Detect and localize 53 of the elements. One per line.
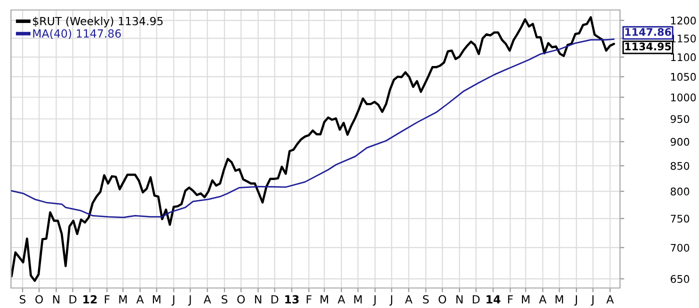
y-tick-label: 800: [670, 188, 690, 196]
y-tick-label: 700: [670, 244, 690, 252]
line-series: [11, 16, 616, 282]
x-tick-label: J: [188, 295, 191, 306]
x-tick-label: D: [472, 295, 480, 304]
x-tick-label: J: [172, 295, 174, 306]
x-tick-label: J: [372, 295, 376, 306]
line-series: [11, 38, 615, 218]
x-tick-label: A: [338, 295, 346, 304]
y-tick-label: 650: [670, 275, 690, 283]
x-tick-label: N: [255, 295, 262, 304]
x-tick-label: J: [590, 295, 594, 306]
x-tick-label: D: [271, 295, 278, 304]
x-tick-label: O: [438, 295, 446, 304]
x-tick-label: M: [119, 295, 127, 304]
y-tick-label: 1200: [671, 16, 696, 25]
x-tick-label: J: [574, 295, 577, 306]
x-tick-label: O: [35, 295, 43, 304]
y-tick-label: 1050: [671, 72, 696, 81]
x-tick-label: F: [104, 295, 110, 304]
x-tick-label: 14: [486, 295, 500, 304]
y-tick-label: 750: [670, 214, 690, 223]
x-tick-label: A: [539, 295, 546, 304]
annotation: 1134.95: [625, 42, 671, 50]
x-tick-label: N: [456, 295, 463, 304]
x-tick-label: S: [20, 295, 26, 304]
x-tick-label: F: [306, 295, 312, 304]
x-tick-label: A: [405, 295, 412, 304]
x-tick-label: M: [152, 295, 160, 304]
annotation: 1147.86: [625, 28, 672, 36]
y-tick-label: 950: [670, 115, 690, 123]
x-tick-label: S: [423, 295, 429, 304]
legend-label: $RUT (Weekly) 1134.95: [33, 16, 163, 28]
x-tick-label: J: [389, 295, 392, 306]
y-tick-label: 850: [670, 162, 690, 170]
x-tick-label: F: [508, 295, 513, 304]
x-tick-label: 13: [285, 295, 299, 304]
x-tick-label: 12: [83, 295, 97, 304]
x-tick-label: O: [237, 295, 245, 304]
y-tick-label: 1100: [671, 53, 696, 62]
y-tick-label: 1000: [671, 93, 696, 102]
x-tick-label: D: [70, 295, 76, 304]
x-tick-label: A: [606, 295, 614, 304]
x-tick-label: M: [522, 295, 530, 304]
x-tick-label: A: [136, 295, 144, 304]
x-tick-label: N: [53, 295, 60, 304]
x-tick-label: A: [204, 295, 212, 304]
legend-label: MA(40) 1147.86: [33, 29, 121, 39]
y-tick-label: 900: [670, 138, 690, 146]
x-tick-label: M: [354, 295, 362, 304]
x-tick-label: M: [320, 295, 328, 304]
x-tick-label: M: [556, 295, 564, 304]
x-tick-label: S: [222, 295, 228, 304]
